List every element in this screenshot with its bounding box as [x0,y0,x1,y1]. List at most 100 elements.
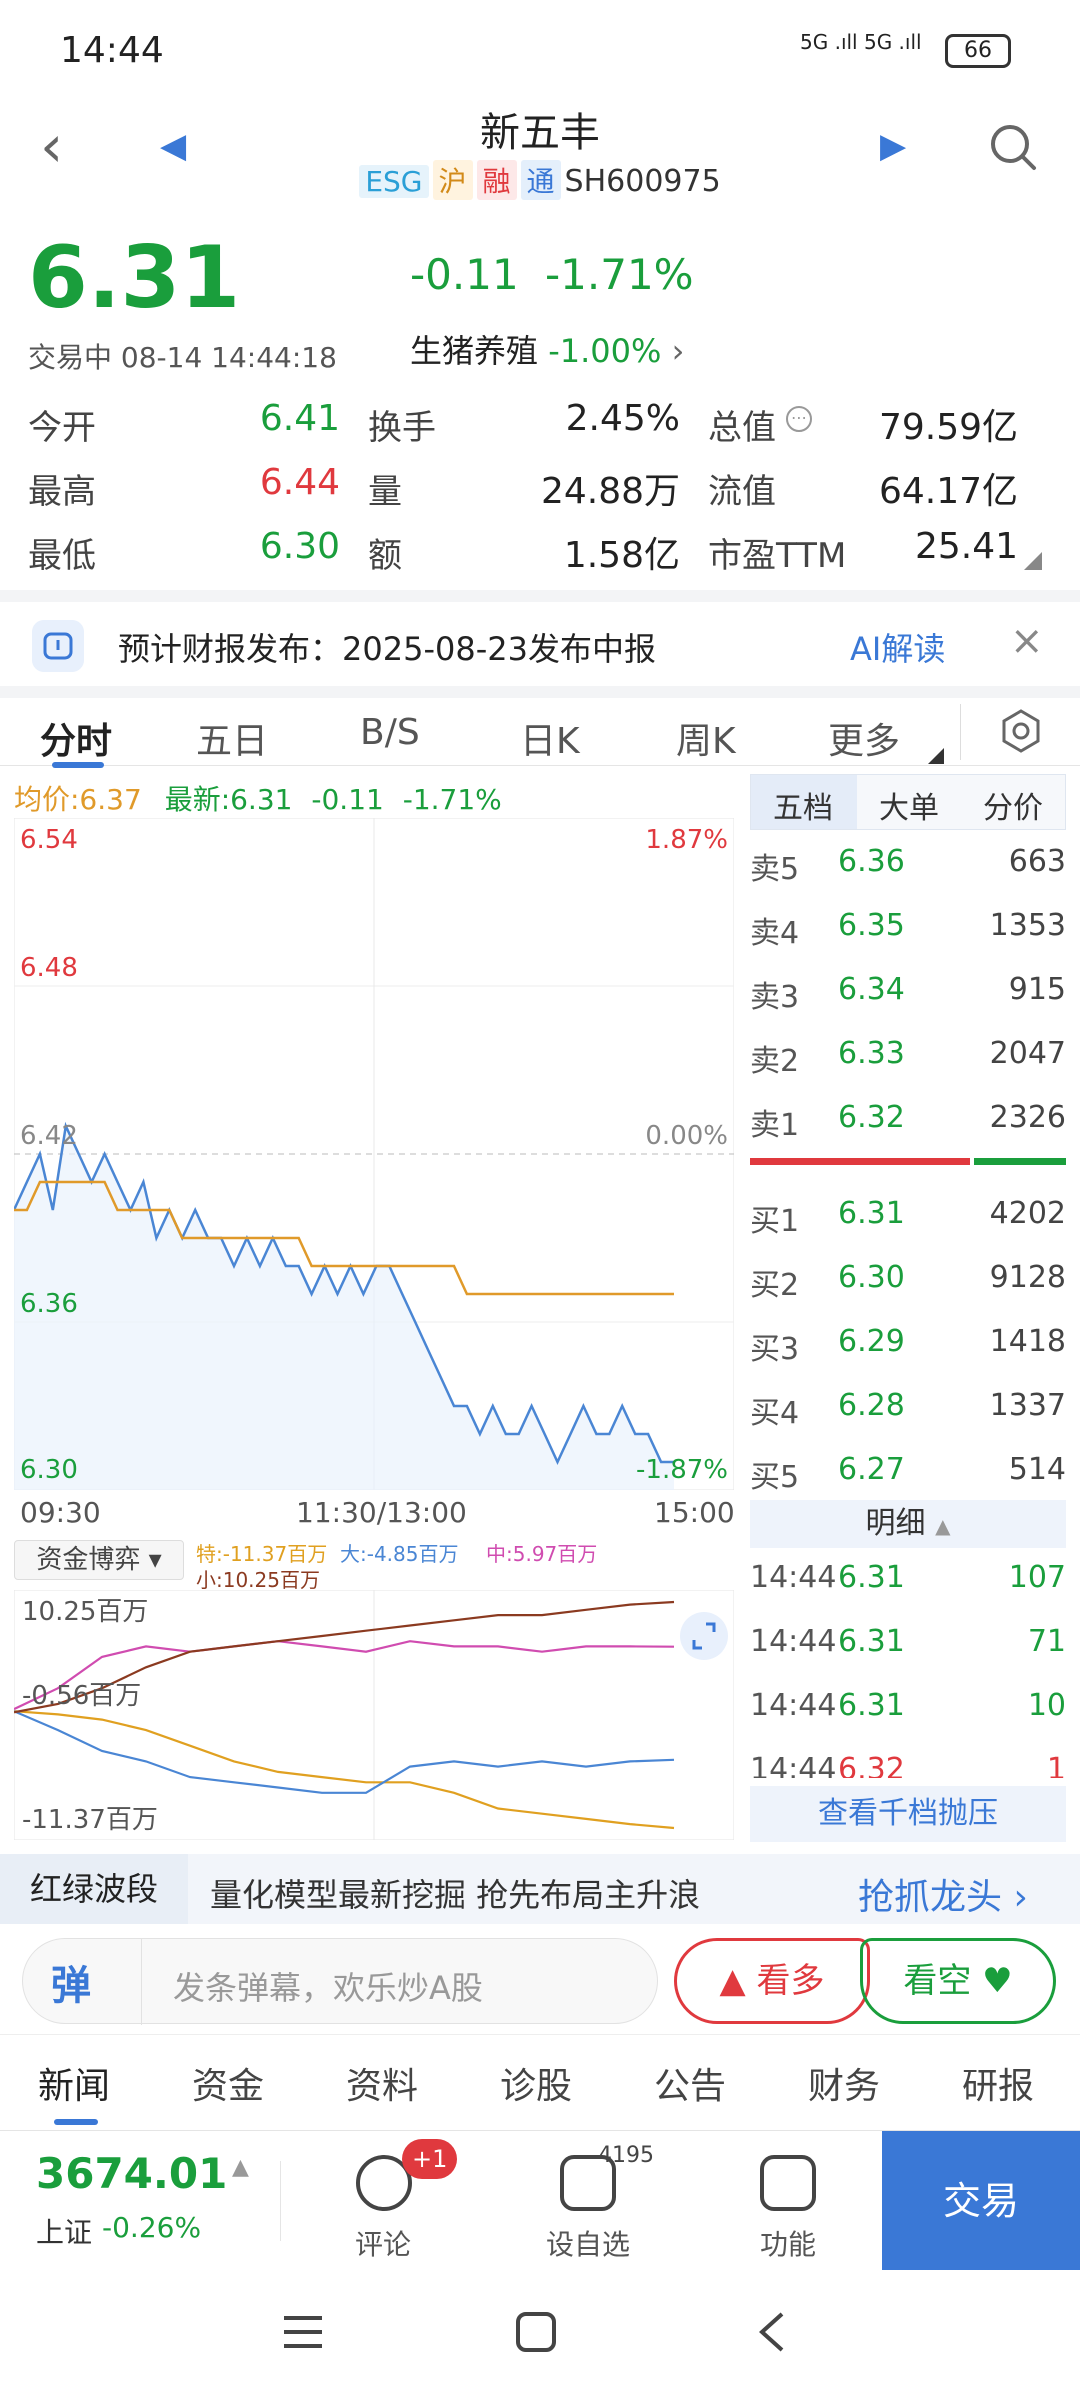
settings-icon[interactable] [998,708,1044,754]
order-book-tabs: 五档 大单 分价 [750,774,1066,830]
capital-flow-chart[interactable]: 10.25百万 -0.56百万 -11.37百万 [14,1590,734,1840]
metric-value: 79.59亿 [878,407,1018,448]
view-depth-button[interactable]: 查看千档抛压 [750,1786,1066,1842]
tab-big-orders[interactable]: 大单 [879,791,939,826]
back-nav-icon[interactable] [752,2310,792,2354]
capital-lines [14,1600,675,1830]
ask-price: 6.32 [838,1100,905,1135]
detail-volume: 71 [1027,1624,1066,1659]
back-icon[interactable]: ‹ [40,112,64,180]
bullish-label: 看多 [756,1961,825,2001]
ask-label: 卖2 [750,1044,800,1079]
ask-volume: 1353 [989,908,1066,943]
watchlist-count: 4195 [598,2143,654,2168]
bid-label: 买5 [750,1460,800,1495]
tab-profile[interactable]: 资料 [346,2066,419,2107]
price-tick: 6.30 [20,1455,78,1485]
expand-icon[interactable] [680,1612,728,1660]
metric-label: 换手 [368,408,436,448]
bid-price: 6.27 [838,1452,905,1487]
current-price: 6.31 [28,228,241,328]
tab-weekly-k[interactable]: 周K [676,721,736,762]
stock-header: 新五丰 ESG 沪融通 SH600975 ‹ ◀ ▶ [0,100,1080,210]
metric-value: 6.30 [259,526,340,567]
capital-game-select[interactable]: 资金博弈 ▾ [14,1540,184,1580]
tab-more[interactable]: 更多 [828,721,901,762]
tab-daily-k[interactable]: 日K [520,721,580,762]
ask-label: 卖1 [750,1108,800,1143]
detail-header[interactable]: 明细 ▲ [750,1500,1066,1548]
ob-tab-active-bg [751,775,857,829]
trade-button[interactable]: 交易 [882,2131,1080,2271]
recent-apps-icon[interactable] [280,2312,326,2352]
detail-price: 6.31 [838,1560,905,1595]
promo-cta[interactable]: 抢抓龙头 › [858,1868,1028,1920]
bearish-label: 看空 [903,1961,972,2001]
prev-stock-icon[interactable]: ◀ [160,126,187,166]
index-name: 上证 [36,2216,93,2249]
bearish-button[interactable]: 看空 ♥ [860,1938,1056,2024]
tab-underline [52,762,104,768]
bid-volume: 1418 [989,1324,1066,1359]
tag-esg: ESG [359,165,429,198]
metric-value: 6.41 [259,398,340,439]
tab-five-day[interactable]: 五日 [196,721,269,762]
detail-price: 6.31 [838,1624,905,1659]
tab-finance[interactable]: 财务 [808,2066,881,2107]
latest-change-pct: -1.71% [402,783,502,816]
detail-volume: 10 [1027,1688,1066,1723]
close-icon[interactable]: × [1010,618,1044,664]
ask-price: 6.33 [838,1036,905,1071]
danmu-input[interactable]: 弹 发条弹幕，欢乐炒A股 [22,1938,658,2025]
tab-five-levels[interactable]: 五档 [773,791,833,826]
index-ticker[interactable]: 3674.01 ▲ 上证 -0.26% [0,2131,280,2271]
tab-news[interactable]: 新闻 [38,2066,111,2107]
buy-strength-bar [974,1158,1066,1165]
sector-link[interactable]: 生猪养殖 -1.00% › [410,326,684,372]
add-watchlist-button[interactable]: 4195 设自选 [520,2131,670,2271]
metric-value: 25.41 [914,526,1018,567]
detail-volume: 1 [1046,1752,1066,1778]
metric-label: 最高 [28,472,96,512]
watchlist-label: 设自选 [545,2228,630,2261]
bid-label: 买3 [750,1332,800,1367]
function-button[interactable]: 功能 [720,2131,860,2271]
system-nav-bar [0,2270,1080,2400]
bid-volume: 9128 [989,1260,1066,1295]
report-text: 预计财报发布：2025-08-23发布中报 [118,630,656,668]
ask-volume: 2047 [989,1036,1066,1071]
trade-detail-list: 14:44 6.31 107 14:44 6.31 71 14:44 6.31 … [750,1552,1066,1778]
tab-capital[interactable]: 资金 [192,2066,265,2107]
ask-price: 6.35 [838,908,905,943]
tab-diagnosis[interactable]: 诊股 [500,2066,573,2107]
chevron-up-icon: ▲ [935,1514,951,1538]
tab-research[interactable]: 研报 [962,2066,1035,2107]
chart-tabs: 分时 五日 B/S 日K 周K 更多 [0,686,1080,768]
tab-price-breakdown[interactable]: 分价 [983,791,1043,826]
price-area [14,1126,674,1490]
tab-announcements[interactable]: 公告 [654,2066,727,2107]
metric-label: 流值 [708,472,776,512]
ai-interpret-button[interactable]: AI解读 [850,630,946,668]
promo-text: 量化模型最新挖掘 抢先布局主升浪 [210,1876,701,1914]
home-icon[interactable] [514,2310,558,2354]
detail-time: 14:44 [750,1560,837,1595]
bid-price: 6.28 [838,1388,905,1423]
index-value: 3674.01 [36,2149,228,2198]
ask-volume: 915 [1008,972,1066,1007]
comment-button[interactable]: +1 评论 [330,2131,480,2271]
ask-label: 卖4 [750,916,800,951]
bullish-button[interactable]: ▲ 看多 [674,1938,870,2024]
metric-value: 1.58亿 [563,535,680,576]
next-stock-icon[interactable]: ▶ [880,126,907,166]
info-icon[interactable]: ⋯ [786,406,812,432]
search-icon[interactable] [988,122,1038,172]
legend-small: 小:10.25百万 [196,1568,320,1592]
intraday-legend: 均价:6.37 最新:6.31 -0.11 -1.71% [14,778,502,818]
stock-name: 新五丰 [480,110,600,156]
tab-bs[interactable]: B/S [360,712,420,753]
price-tick: 6.36 [20,1289,78,1319]
tab-intraday[interactable]: 分时 [40,721,113,762]
promo-strip[interactable]: 红绿波段 量化模型最新挖掘 抢先布局主升浪 抢抓龙头 › [0,1854,1080,1924]
intraday-chart[interactable]: 6.54 6.48 6.42 6.36 6.30 1.87% 0.00% -1.… [14,818,734,1490]
